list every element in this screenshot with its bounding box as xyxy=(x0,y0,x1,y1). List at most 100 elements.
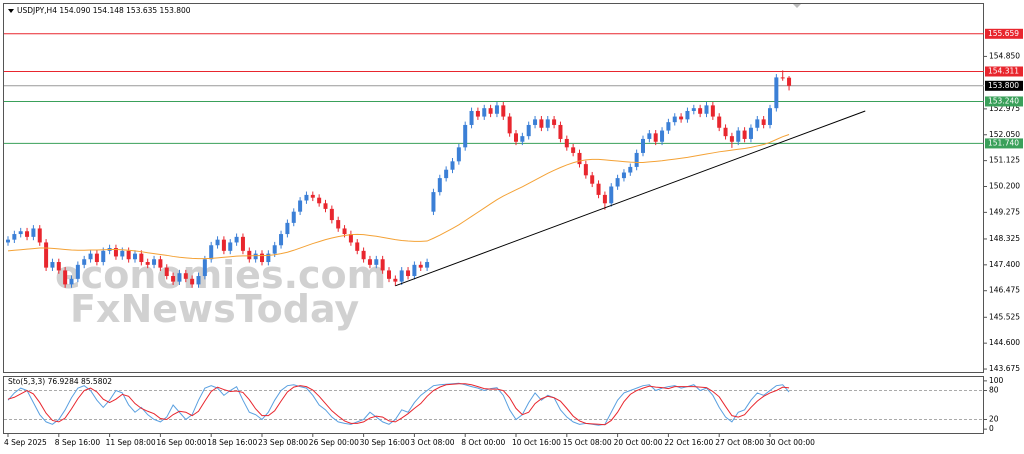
y-tick-label: 148.325 xyxy=(989,234,1020,243)
candle-body xyxy=(158,259,163,268)
y-tick-label: 143.675 xyxy=(989,364,1020,373)
candle-body xyxy=(647,133,652,139)
candle-body xyxy=(469,110,474,125)
candle-body xyxy=(666,122,671,131)
watermark: economies.com xyxy=(55,253,386,297)
candle-body xyxy=(406,270,411,277)
candle-body xyxy=(69,278,74,285)
candle-body xyxy=(698,108,703,114)
chart-title: USDJPY,H4 154.090 154.148 153.635 153.80… xyxy=(17,6,191,15)
candle-body xyxy=(113,248,118,257)
x-tick-label: 27 Oct 08:00 xyxy=(715,438,764,447)
candle-body xyxy=(177,273,182,282)
candle-body xyxy=(558,124,563,139)
y-tick-label: 151.125 xyxy=(989,156,1020,165)
candle-body xyxy=(171,276,176,282)
candle-body xyxy=(634,152,639,167)
candle-body xyxy=(717,116,722,128)
candle-body xyxy=(787,77,792,86)
x-tick-label: 3 Oct 08:00 xyxy=(410,438,454,447)
candle-body xyxy=(234,236,239,243)
x-tick-label: 8 Oct 00:00 xyxy=(461,438,505,447)
plot-area xyxy=(4,33,984,288)
candle-body xyxy=(164,267,169,277)
candle-body xyxy=(507,116,512,134)
candle-body xyxy=(780,77,785,79)
x-tick-label: 11 Sep 08:00 xyxy=(106,438,156,447)
y-tick-label: 149.275 xyxy=(989,207,1020,216)
candle-body xyxy=(641,138,645,153)
candle-body xyxy=(323,203,328,209)
candle-body xyxy=(501,105,506,117)
candle-body xyxy=(266,253,271,263)
x-tick-label: 15 Oct 08:00 xyxy=(563,438,612,447)
candle-body xyxy=(50,262,55,268)
candle-body xyxy=(82,259,87,265)
candle-body xyxy=(126,250,131,260)
candle-body xyxy=(456,147,461,162)
candle-body xyxy=(291,211,296,223)
candle-body xyxy=(672,116,677,123)
candle-body xyxy=(552,119,557,125)
candle-body xyxy=(755,119,760,128)
y-tick-label: 152.050 xyxy=(989,130,1020,139)
candle-body xyxy=(44,242,49,268)
candle-body xyxy=(18,231,23,235)
candle-body xyxy=(31,228,36,237)
candle-body xyxy=(355,242,360,251)
stochastic-line xyxy=(7,383,790,426)
candle-body xyxy=(260,253,264,263)
candle-body xyxy=(336,220,341,229)
candle-body xyxy=(88,253,93,260)
candle-body xyxy=(63,270,68,285)
candle-body xyxy=(317,197,322,204)
x-tick-label: 16 Sep 00:00 xyxy=(156,438,206,447)
level-label-box xyxy=(985,28,1023,39)
x-tick-label: 18 Sep 16:00 xyxy=(207,438,257,447)
x-tick-label: 20 Oct 00:00 xyxy=(614,438,663,447)
candle-body xyxy=(183,273,188,279)
y-tick-label: 150.200 xyxy=(989,182,1020,191)
candle-body xyxy=(494,105,499,114)
candle-body xyxy=(615,178,620,187)
scroll-marker xyxy=(793,4,801,8)
candle-body xyxy=(710,105,715,117)
candle-body xyxy=(209,245,214,260)
indicator-label: Sto(5,3,3) 76.9284 85.5802 xyxy=(8,377,112,386)
candle-body xyxy=(75,264,80,279)
candle-body xyxy=(139,253,144,263)
candle-body xyxy=(56,262,61,271)
candle-body xyxy=(590,175,595,184)
level-label: 154.311 xyxy=(988,67,1019,76)
level-label: 151.740 xyxy=(988,138,1019,147)
stochastic-line xyxy=(7,382,790,426)
candle-body xyxy=(564,138,569,148)
x-tick-label: 8 Sep 16:00 xyxy=(55,438,101,447)
candle-body xyxy=(723,127,728,137)
candle-body xyxy=(768,108,772,125)
trendline xyxy=(395,110,866,287)
candle-body xyxy=(279,234,284,246)
candle-body xyxy=(202,259,207,277)
x-tick-label: 30 Oct 00:00 xyxy=(766,438,815,447)
candle-body xyxy=(374,259,379,265)
candle-body xyxy=(482,108,487,117)
x-tick-label: 23 Sep 08:00 xyxy=(258,438,308,447)
candle-body xyxy=(240,236,245,251)
candle-body xyxy=(342,228,347,235)
candle-body xyxy=(450,161,455,170)
candle-body xyxy=(285,222,290,235)
candle-body xyxy=(215,239,220,246)
x-tick-label: 26 Sep 00:00 xyxy=(309,438,359,447)
level-label-box xyxy=(985,66,1023,77)
candle-body xyxy=(488,108,493,114)
candle-body xyxy=(602,194,607,204)
y-tick-label: 147.400 xyxy=(989,260,1020,269)
candle-body xyxy=(748,127,753,139)
candle-body xyxy=(272,245,277,254)
candle-body xyxy=(94,253,99,263)
candle-body xyxy=(653,133,658,142)
candle-body xyxy=(145,262,150,265)
indicator-tick-label: 0 xyxy=(989,424,994,433)
